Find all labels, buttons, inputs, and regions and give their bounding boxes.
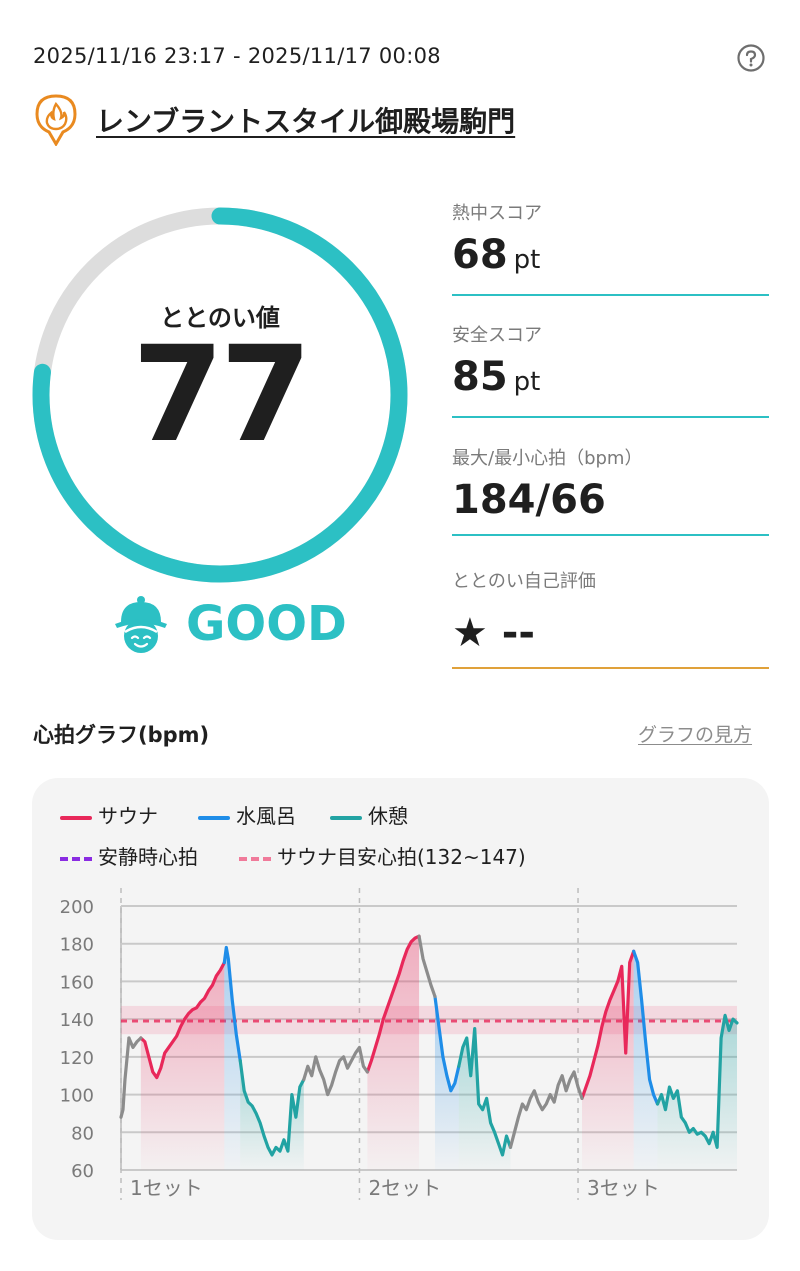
y-tick-label: 60 [71,1161,94,1182]
totonoi-label: ととのい値 [160,304,280,332]
facility-link[interactable]: レンブラントスタイル御殿場駒門 [96,105,516,138]
cold-bath-line [632,949,660,1106]
cold-bath-area [633,951,658,1170]
totonoi-score-ring [30,205,410,585]
legend-swatch [330,815,362,820]
rest-area [240,1060,304,1170]
metric-divider [452,667,769,669]
metric-unit: pt [513,367,541,397]
y-tick-label: 120 [60,1048,94,1069]
sauna-line [139,960,226,1080]
transition-line [508,1070,584,1149]
legend-label: サウナ [98,804,158,828]
set-label: 2セット [368,1176,441,1200]
legend-sauna: サウナ [60,800,158,829]
legend-label: 安静時心拍 [98,845,198,869]
metric-divider [452,534,769,536]
help-icon[interactable] [737,44,765,72]
legend-label: 水風呂 [236,804,296,828]
set-label: 3セット [587,1176,660,1200]
graph-help-link[interactable]: グラフの見方 [638,724,753,746]
legend-cold-bath: 水風呂 [198,800,296,829]
legend-swatch [60,856,92,861]
metric-divider [452,294,769,296]
metric-value: 85 [452,354,508,400]
y-tick-label: 180 [60,935,94,956]
y-tick-label: 200 [60,897,94,918]
metric-unit: pt [513,245,541,275]
cold-bath-area [224,947,241,1170]
status-label: GOOD [186,596,347,652]
transition-line [119,1036,131,1119]
rest-line [238,1059,306,1157]
cold-bath-area [434,996,459,1170]
totonoi-value: 77 [132,318,312,472]
set-label: 1セット [130,1176,203,1200]
metric-label: 安全スコア [452,325,542,346]
y-tick-label: 100 [60,1086,94,1107]
smiling-face-with-cap-icon [113,594,169,656]
metric-value: 68 [452,232,508,278]
metric-label: 最大/最小心拍（bpm） [452,448,643,469]
sauna-location-pin-icon [34,92,78,147]
metric-self-evaluation[interactable]: ととのい自己評価 ★ -- [452,567,769,669]
sauna-area [140,962,225,1170]
transition-line [417,934,437,999]
metric-max-min-heart-rate: 最大/最小心拍（bpm） 184/66 [452,444,769,536]
cold-bath-line [433,994,461,1093]
metric-value: 184/66 [452,477,606,523]
rest-line [655,1013,739,1149]
y-tick-label: 80 [71,1123,94,1144]
legend-rest: 休憩 [330,800,408,829]
transition-line [302,1045,369,1097]
metric-heat-score: 熱中スコア 68 pt [452,199,769,296]
metric-label: 熱中スコア [452,203,542,224]
legend-swatch [198,815,230,820]
legend-label: サウナ目安心拍(132~147) [277,845,526,869]
legend-swatch [239,856,271,861]
y-tick-label: 160 [60,972,94,993]
sauna-line [580,949,636,1100]
legend-sauna-target: サウナ目安心拍(132~147) [239,841,526,870]
heart-rate-chart: 200 180 160 140 120 100 80 60 1セット 2セット 3セット [60,888,739,1200]
rest-area [657,1015,737,1170]
rest-line [457,1026,513,1157]
cold-bath-line [222,945,242,1063]
metric-safety-score: 安全スコア 85 pt [452,321,769,418]
legend-label: 休憩 [368,804,408,828]
ring-progress [32,207,408,583]
legend-swatch [60,815,92,820]
legend-resting-hr: 安静時心拍 [60,841,198,870]
sauna-line [365,934,421,1074]
transition-line [127,1036,143,1050]
metric-value: ★ -- [452,610,535,656]
metric-divider [452,416,769,418]
y-tick-label: 140 [60,1010,94,1031]
metric-label: ととのい自己評価 [452,571,596,592]
graph-title: 心拍グラフ(bpm) [33,723,210,747]
sauna-area [367,936,420,1170]
session-datetime: 2025/11/16 23:17 - 2025/11/17 00:08 [33,44,441,68]
sauna-area [582,951,634,1170]
